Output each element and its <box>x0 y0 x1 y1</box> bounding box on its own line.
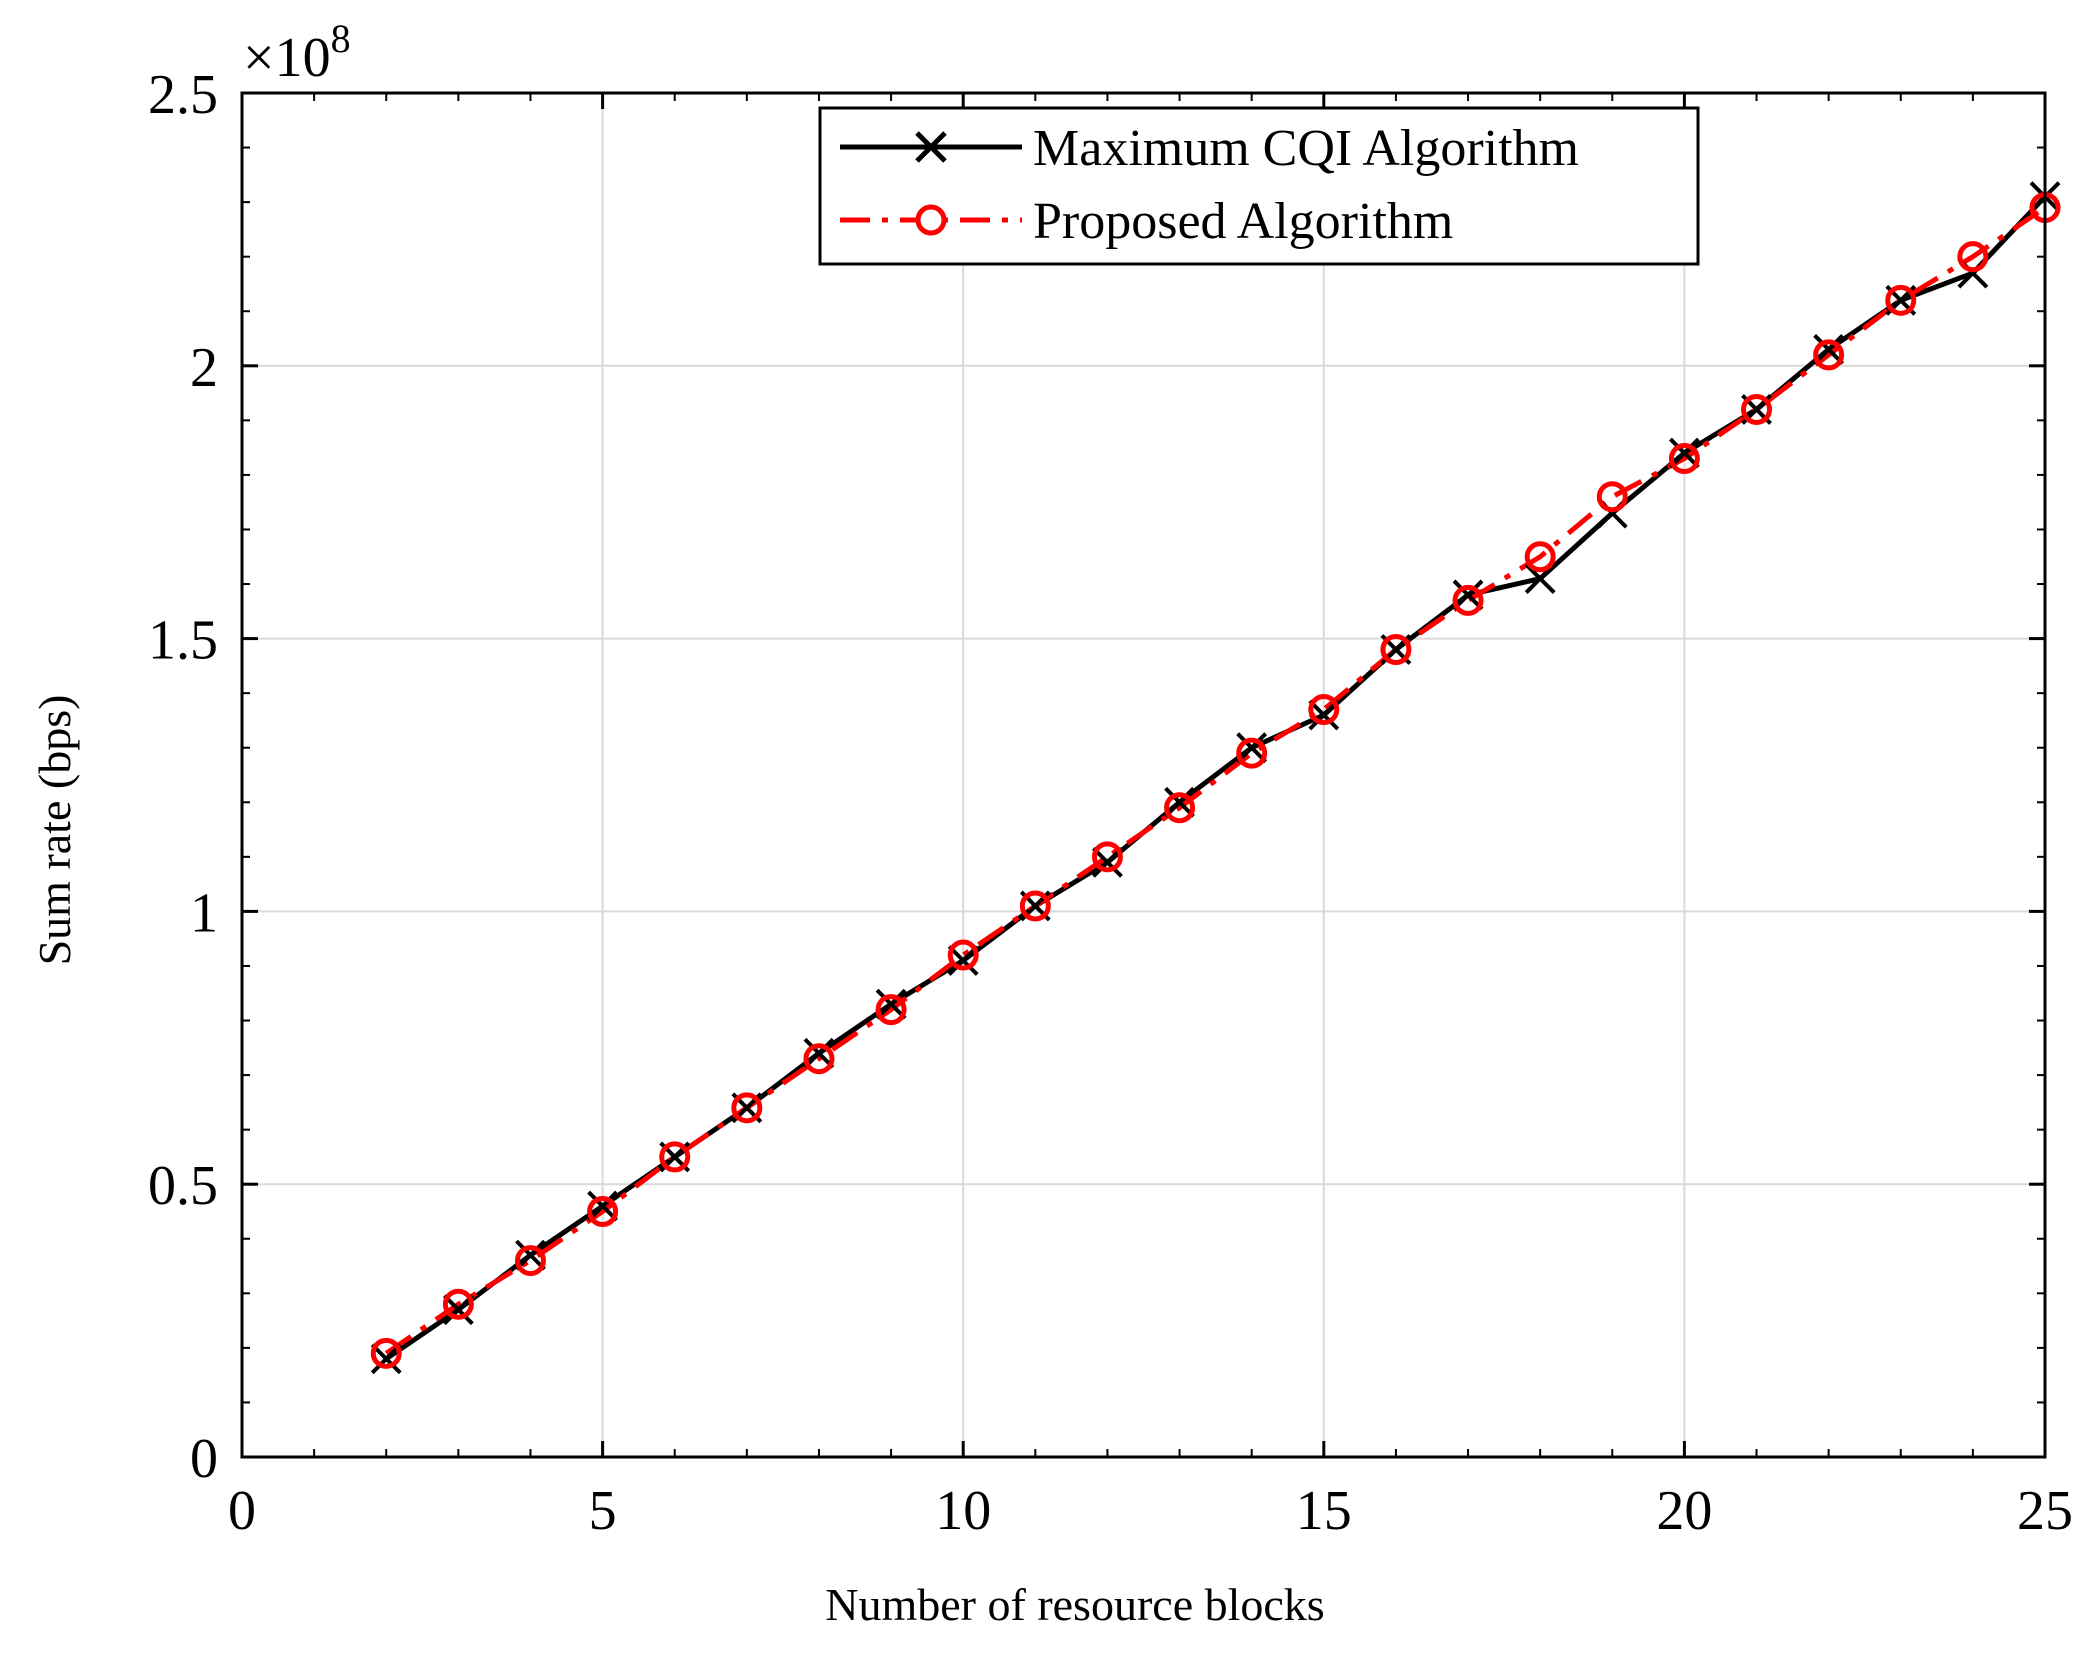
y-tick-label: 0 <box>190 1428 218 1490</box>
point-proposed <box>875 994 907 1026</box>
point-max-cqi <box>370 1343 402 1375</box>
tick-labels: 0 5 10 15 20 25 0 0.5 1 1.5 2 2.5 <box>148 64 2073 1542</box>
x-tick-label: 25 <box>2017 1480 2073 1542</box>
point-proposed <box>1813 339 1845 371</box>
point-max-cqi <box>1452 579 1484 611</box>
point-proposed <box>731 1092 763 1124</box>
x-tick-label: 10 <box>935 1480 991 1542</box>
x-tick-label: 0 <box>228 1480 256 1542</box>
x-tick-label: 5 <box>589 1480 617 1542</box>
point-proposed <box>1668 443 1700 475</box>
point-proposed <box>1885 284 1917 316</box>
legend-marker-x <box>915 131 947 163</box>
plot-series <box>370 181 2061 1375</box>
point-proposed <box>587 1195 619 1227</box>
x-axis-title: Number of resource blocks <box>825 1579 1324 1630</box>
point-max-cqi <box>947 945 979 976</box>
point-max-cqi <box>1524 563 1556 594</box>
grid-lines <box>242 93 2045 1457</box>
y-axis-title: Sum rate (bps) <box>29 695 80 966</box>
y-tick-label: 1 <box>190 882 218 944</box>
point-proposed <box>442 1288 474 1320</box>
point-proposed <box>1091 841 1123 873</box>
y-tick-label: 2 <box>190 337 218 399</box>
point-max-cqi <box>587 1190 619 1222</box>
x-tick-label: 20 <box>1656 1480 1712 1542</box>
point-max-cqi <box>1164 786 1195 818</box>
axis-ticks <box>240 91 2047 1459</box>
y-tick-label: 1.5 <box>148 610 218 672</box>
point-proposed <box>947 939 979 971</box>
point-proposed <box>1524 541 1556 573</box>
point-proposed <box>1164 792 1196 824</box>
point-proposed <box>1236 737 1268 769</box>
legend-label-max-cqi: Maximum CQI Algorithm <box>1033 120 1579 177</box>
point-proposed <box>803 1043 835 1075</box>
point-proposed <box>1741 393 1773 425</box>
y-tick-label: 2.5 <box>148 64 218 126</box>
y-tick-label: 0.5 <box>148 1155 218 1217</box>
point-proposed <box>1596 481 1628 513</box>
point-max-cqi <box>1308 699 1340 731</box>
point-max-cqi <box>1092 846 1123 878</box>
point-max-cqi <box>803 1037 835 1069</box>
point-max-cqi <box>442 1294 474 1326</box>
point-max-cqi <box>1813 334 1845 365</box>
x-tick-label: 15 <box>1296 1480 1352 1542</box>
point-max-cqi <box>875 988 907 1020</box>
y-multiplier: ×108 <box>243 16 351 89</box>
point-max-cqi <box>515 1239 546 1271</box>
legend-box <box>818 106 1700 266</box>
legend-marker-circle <box>915 204 947 236</box>
point-proposed <box>1019 890 1051 922</box>
point-proposed <box>659 1141 691 1173</box>
point-proposed <box>514 1245 546 1277</box>
legend: Maximum CQI Algorithm Proposed Algorithm <box>818 106 1700 266</box>
legend-label-proposed: Proposed Algorithm <box>1033 193 1453 250</box>
point-proposed <box>1957 241 1989 273</box>
point-proposed <box>370 1337 402 1369</box>
point-proposed <box>1308 694 1340 726</box>
point-proposed <box>1380 634 1412 666</box>
point-proposed <box>1452 584 1484 616</box>
point-max-cqi <box>1236 732 1268 764</box>
plot-frame <box>240 91 2047 1459</box>
point-max-cqi <box>1668 437 1700 469</box>
